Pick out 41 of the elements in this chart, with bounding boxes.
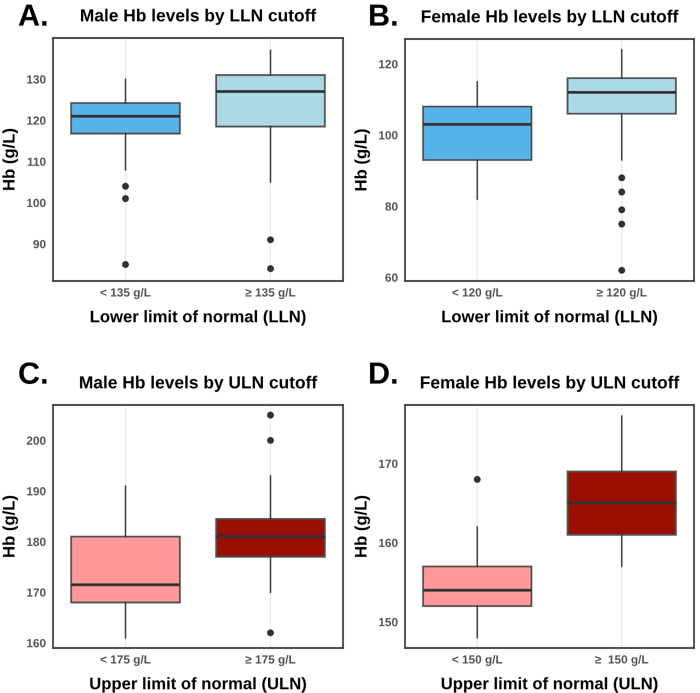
text: D. — [370, 362, 396, 384]
y-tick-label: 160 — [379, 538, 398, 548]
y-axis-title: Hb (g/L) — [2, 128, 18, 190]
y-tick-label: 120 — [379, 60, 398, 68]
x-tick-label: < 175 g/L — [100, 654, 151, 666]
x-tick-label: ≥ 150 g/L — [595, 654, 648, 666]
y-tick-label: 200 — [26, 436, 46, 445]
x-axis-title: Lower limit of normal (LLN) — [442, 310, 658, 326]
x-axis-title: Upper limit of normal (ULN) — [442, 677, 658, 693]
y-tick-label: 80 — [385, 202, 398, 211]
y-tick-label: 60 — [385, 273, 398, 282]
y-axis-title: Hb (g/L) — [354, 129, 370, 190]
y-tick-label: 110 — [28, 158, 46, 166]
chart-title: Male Hb levels by ULN cutoff — [80, 376, 318, 392]
x-axis-title: Lower limit of normal (LLN) — [90, 310, 306, 326]
x-tick-label: < 150 g/L — [452, 654, 502, 666]
y-tick-label: 170 — [27, 588, 46, 597]
y-tick-label: 120 — [27, 116, 46, 125]
y-tick-label: 150 — [379, 618, 398, 626]
y-tick-label: 160 — [27, 638, 46, 648]
y-tick-label: 100 — [379, 131, 398, 140]
x-tick-label: < 135 g/L — [100, 288, 151, 299]
x-tick-label: ≥ 135 g/L — [246, 288, 296, 299]
text: B. — [370, 4, 396, 26]
x-axis-title: Upper limit of normal (ULN) — [90, 677, 306, 693]
chart-title: Female Hb levels by LLN cutoff — [422, 10, 678, 26]
y-tick-label: 100 — [27, 198, 46, 208]
text: A. — [18, 4, 46, 26]
x-tick-label: ≥ 175 g/L — [246, 654, 296, 666]
chart-title: Male Hb levels by LLN cutoff — [81, 8, 316, 25]
y-axis-title: Hb (g/L) — [354, 496, 370, 557]
y-tick-label: 180 — [27, 538, 46, 546]
y-tick-label: 130 — [27, 75, 46, 84]
chart-title: Female Hb levels by ULN cutoff — [420, 376, 680, 392]
y-tick-label: 90 — [33, 240, 46, 248]
text: C. — [19, 362, 46, 384]
y-tick-label: 190 — [27, 487, 46, 496]
y-tick-label: 170 — [379, 460, 398, 468]
x-tick-label: ≥ 120 g/L — [596, 288, 647, 299]
x-tick-label: < 120 g/L — [452, 288, 502, 299]
y-axis-title: Hb (g/L) — [2, 496, 18, 557]
